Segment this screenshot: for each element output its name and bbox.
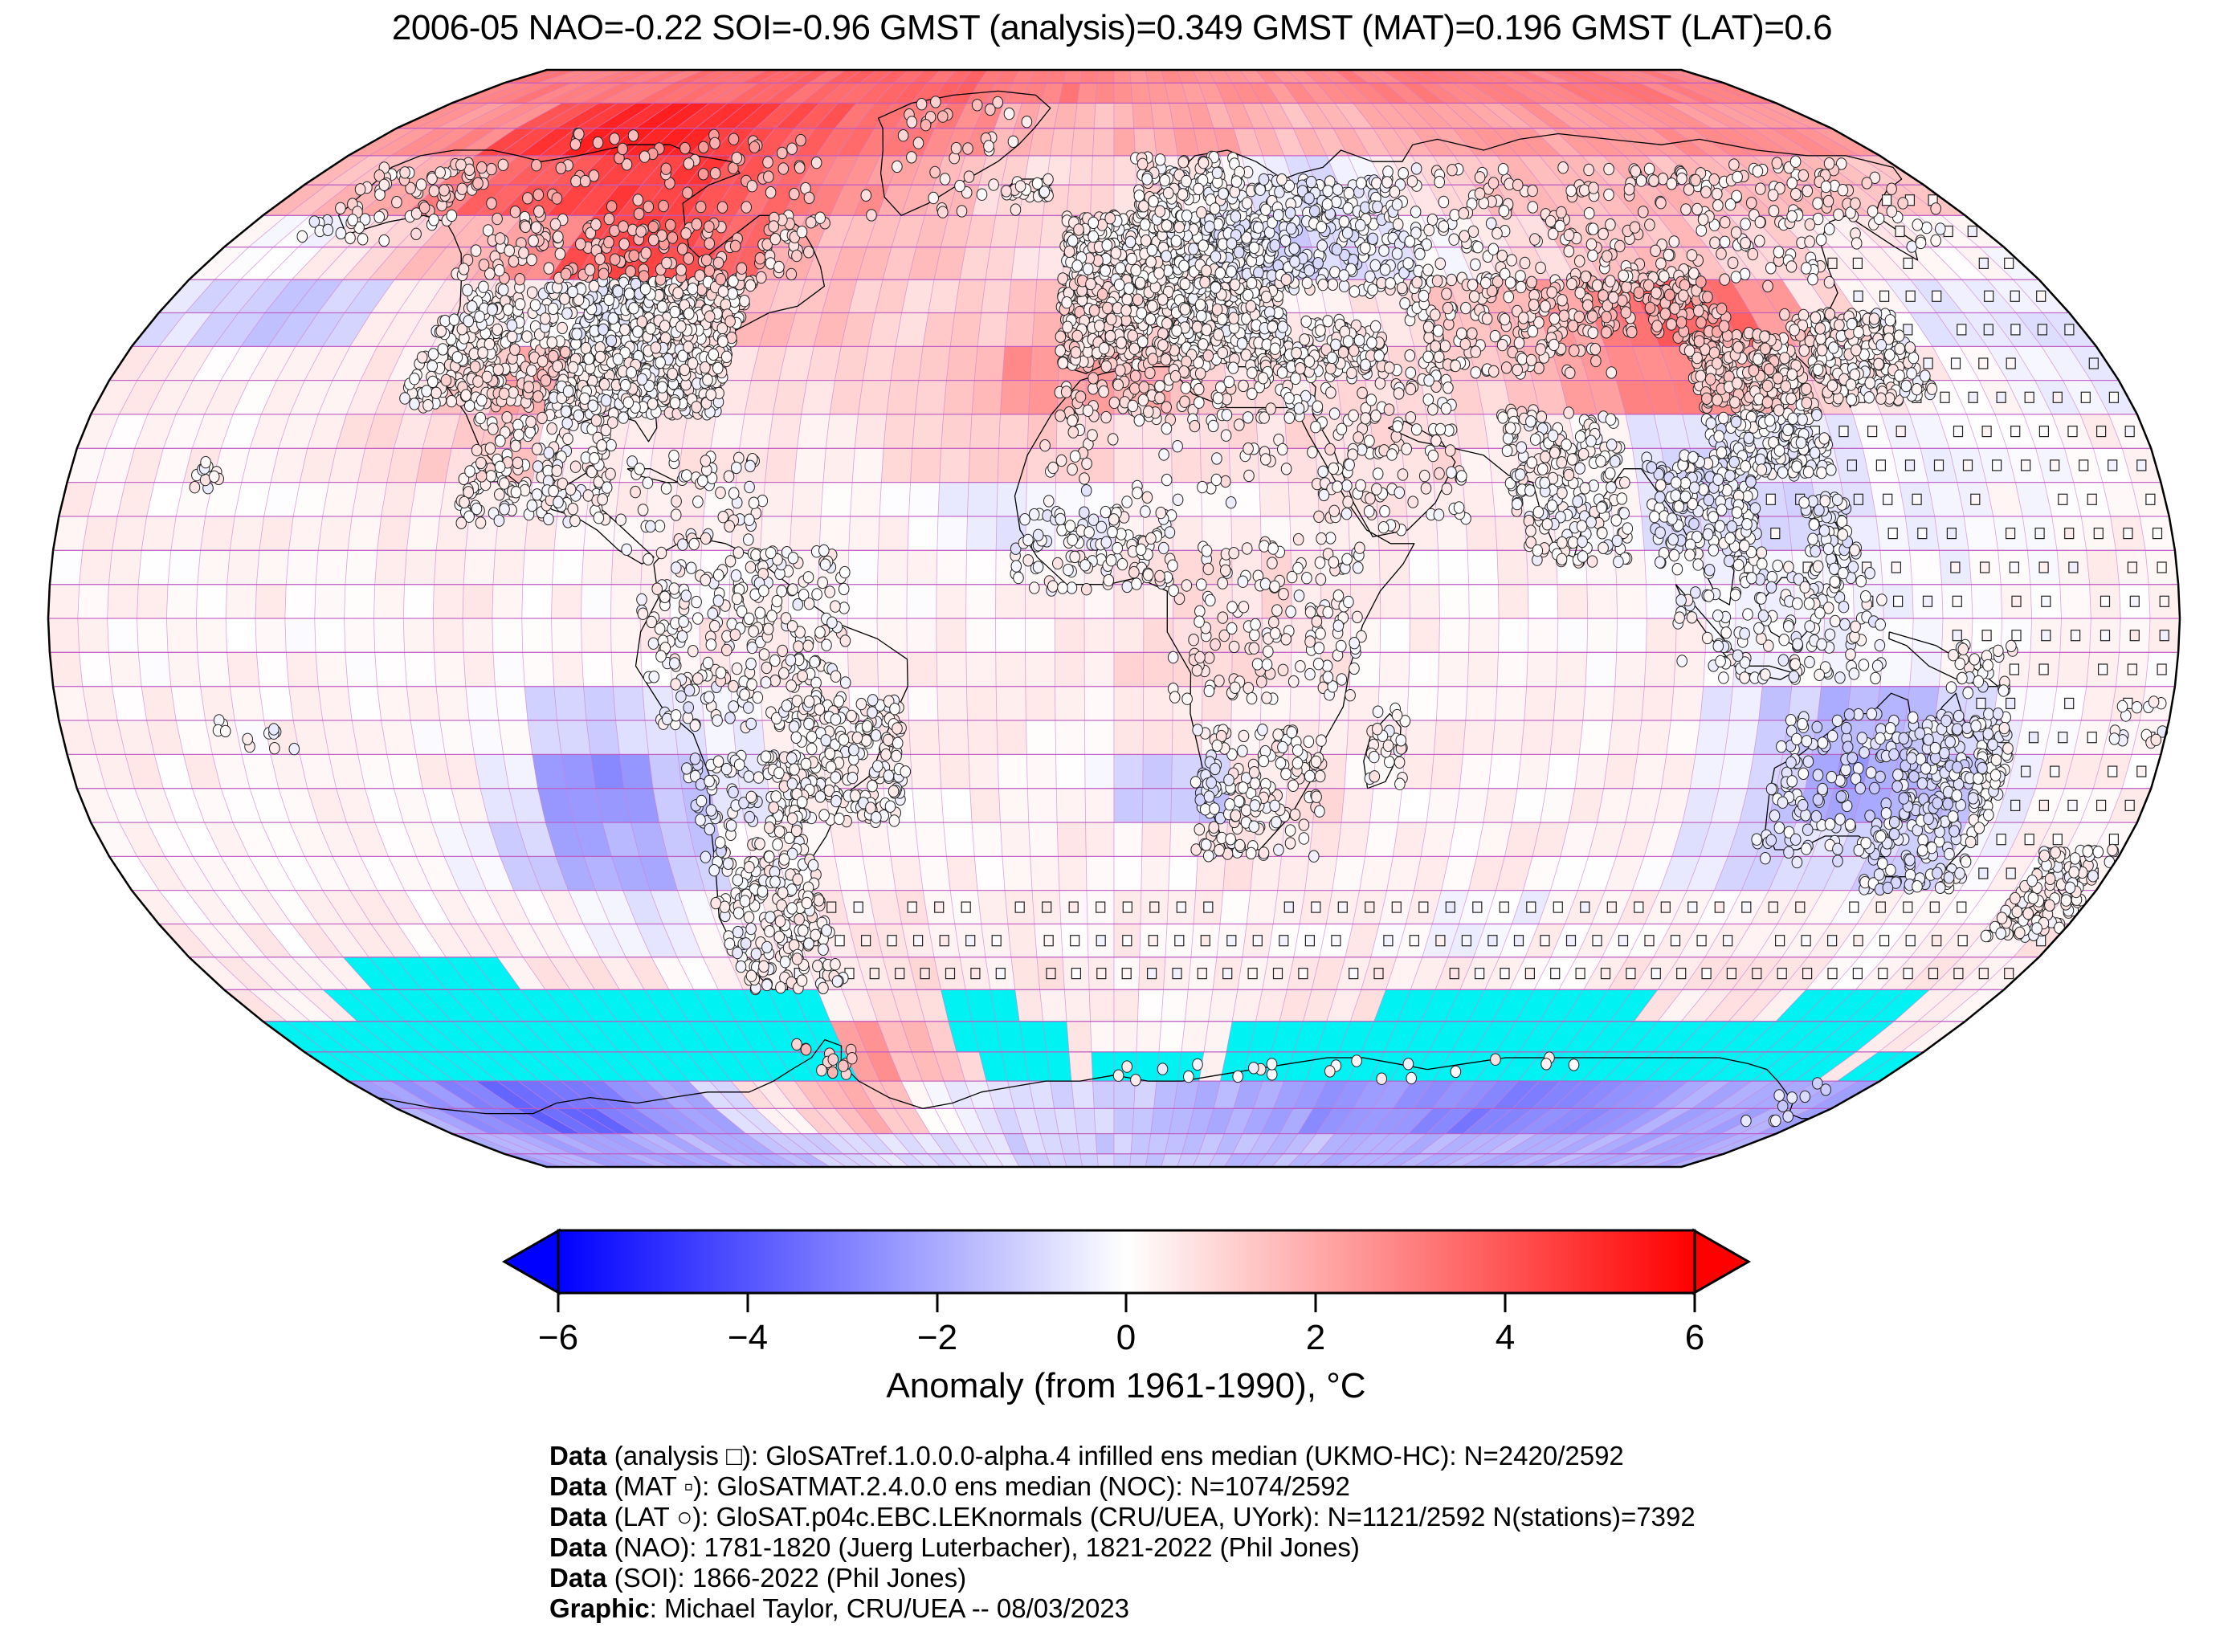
colorbar-left-arrow [501, 1228, 561, 1295]
caption-lead: Data [549, 1502, 607, 1532]
caption-block: Data (analysis □): GloSATref.1.0.0.0-alp… [549, 1441, 1696, 1624]
chart-title: 2006-05 NAO=-0.22 SOI=-0.96 GMST (analys… [391, 8, 1833, 47]
map-outline [47, 68, 2181, 1169]
colorbar-ticks [557, 1293, 1696, 1312]
caption-line-mat: Data (MAT ▫): GloSATMAT.2.4.0.0 ens medi… [549, 1471, 1696, 1502]
colorbar-tick-label: −2 [917, 1318, 957, 1357]
colorbar-gradient [557, 1229, 1696, 1295]
colorbar-tick-label: 0 [1116, 1318, 1136, 1357]
coastline-greenland [877, 90, 1051, 216]
caption-lead: Data [549, 1441, 607, 1470]
caption-text: (SOI): 1866-2022 (Phil Jones) [606, 1563, 967, 1593]
caption-line-soi: Data (SOI): 1866-2022 (Phil Jones) [549, 1563, 1696, 1593]
coastline-newguinea [1888, 631, 1999, 687]
colorbar-tick-label: 6 [1685, 1318, 1704, 1357]
colorbar-tick-label: 4 [1496, 1318, 1515, 1357]
caption-lead: Data [549, 1532, 607, 1562]
colorbar-tick-label: −6 [538, 1318, 578, 1357]
caption-line-lat: Data (LAT ○): GloSAT.p04c.EBC.LEKnormals… [549, 1502, 1696, 1532]
caption-line-graphic: Graphic: Michael Taylor, CRU/UEA -- 08/0… [549, 1593, 1696, 1624]
caption-lead: Graphic [549, 1593, 650, 1623]
lat-markers [189, 96, 2169, 1128]
caption-text: : Michael Taylor, CRU/UEA -- 08/03/2023 [649, 1593, 1130, 1623]
colorbar-tick-label: −4 [728, 1318, 768, 1357]
caption-text: (MAT ▫): GloSATMAT.2.4.0.0 ens median (N… [606, 1471, 1350, 1501]
map-layer [47, 68, 2181, 1169]
caption-text: (LAT ○): GloSAT.p04c.EBC.LEKnormals (CRU… [606, 1502, 1696, 1532]
caption-text: (NAO): 1781-1820 (Juerg Luterbacher), 18… [606, 1532, 1360, 1562]
caption-text: (analysis □): GloSATref.1.0.0.0-alpha.4 … [606, 1441, 1624, 1470]
colorbar: −6 −4 −2 0 2 4 6 Anomaly (from 1961-1990… [501, 1228, 1752, 1405]
caption-line-analysis: Data (analysis □): GloSATref.1.0.0.0-alp… [549, 1441, 1696, 1471]
colorbar-tick-label: 2 [1306, 1318, 1325, 1357]
caption-lead: Data [549, 1471, 607, 1501]
caption-lead: Data [549, 1563, 607, 1593]
colorbar-right-arrow [1692, 1228, 1752, 1295]
colorbar-axis-label: Anomaly (from 1961-1990), °C [886, 1366, 1365, 1405]
caption-line-nao: Data (NAO): 1781-1820 (Juerg Luterbacher… [549, 1532, 1696, 1563]
